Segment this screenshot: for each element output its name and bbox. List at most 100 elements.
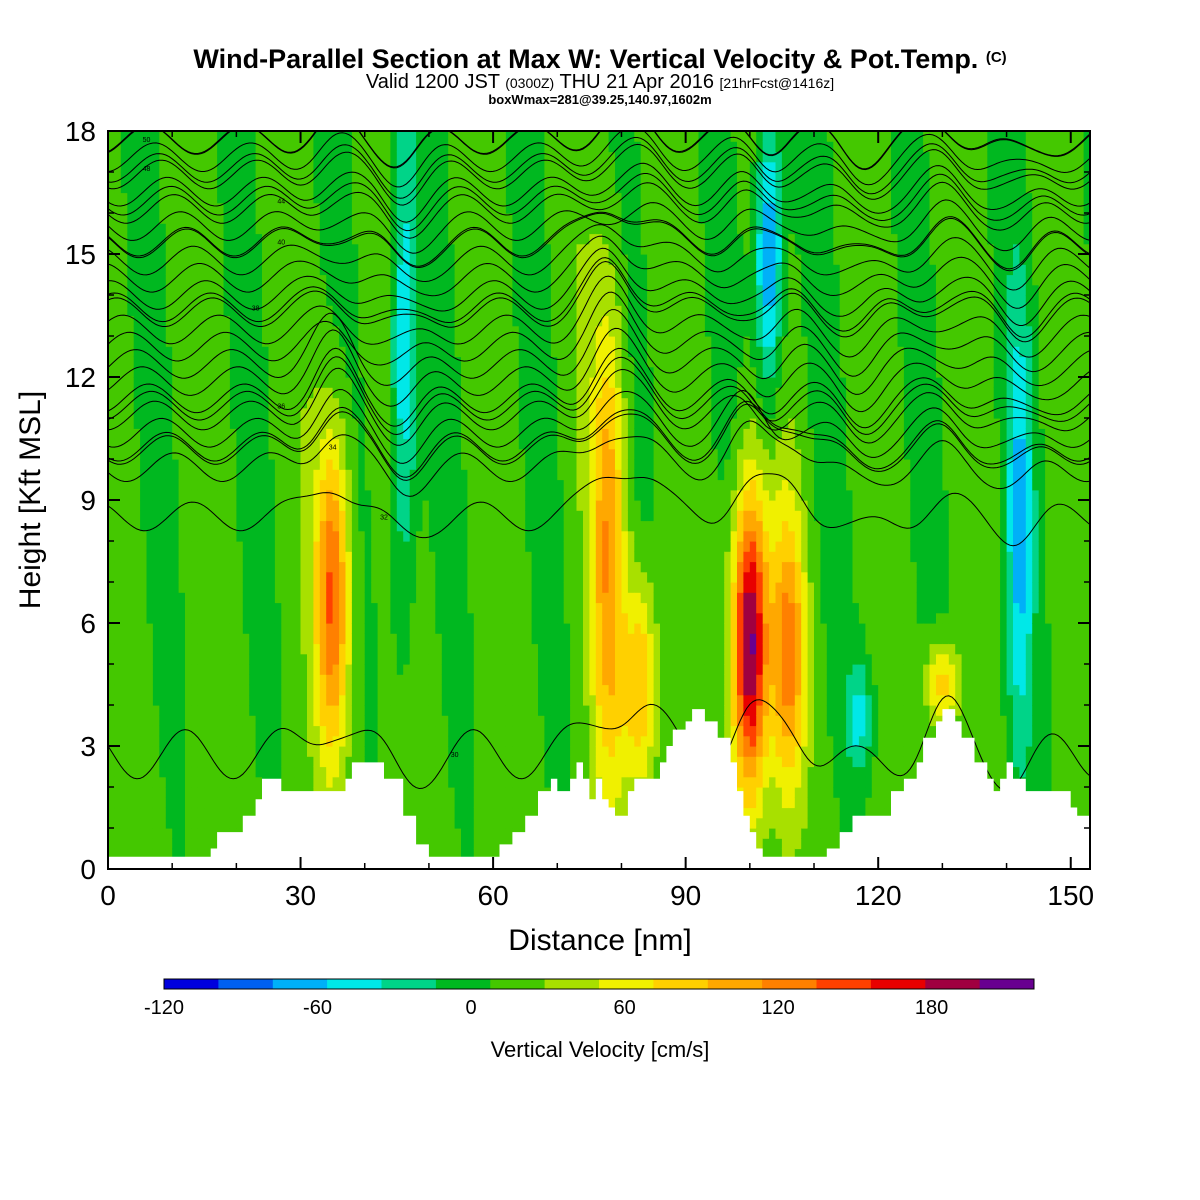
velocity-cell (544, 674, 551, 685)
velocity-cell (121, 305, 128, 316)
velocity-cell (429, 787, 436, 798)
velocity-cell (365, 449, 372, 460)
velocity-cell (480, 336, 487, 347)
velocity-cell (236, 633, 243, 644)
velocity-cell (153, 275, 160, 286)
velocity-cell (403, 500, 410, 511)
velocity-cell (423, 756, 430, 767)
velocity-cell (224, 623, 231, 634)
velocity-cell (224, 510, 231, 521)
velocity-cell (474, 244, 481, 255)
velocity-cell (134, 182, 141, 193)
velocity-cell (230, 459, 237, 470)
velocity-cell (307, 449, 314, 460)
velocity-cell (423, 562, 430, 573)
velocity-cell (288, 131, 295, 142)
velocity-cell (313, 510, 320, 521)
velocity-cell (538, 726, 545, 737)
velocity-cell (448, 449, 455, 460)
velocity-cell (166, 346, 173, 357)
velocity-cell (525, 408, 532, 419)
velocity-cell (339, 521, 346, 532)
velocity-cell (384, 674, 391, 685)
velocity-cell (487, 685, 494, 696)
velocity-cell (294, 521, 301, 532)
velocity-cell (397, 736, 404, 747)
velocity-cell (333, 756, 340, 767)
velocity-cell (211, 582, 218, 593)
velocity-cell (390, 131, 397, 142)
velocity-cell (191, 746, 198, 757)
velocity-cell (442, 767, 449, 778)
velocity-cell (140, 531, 147, 542)
velocity-cell (134, 746, 141, 757)
velocity-cell (512, 654, 519, 665)
velocity-cell (326, 705, 333, 716)
velocity-cell (403, 449, 410, 460)
velocity-cell (397, 510, 404, 521)
velocity-cell (185, 254, 192, 265)
velocity-cell (333, 377, 340, 388)
velocity-cell (474, 767, 481, 778)
velocity-cell (262, 603, 269, 614)
velocity-cell (429, 746, 436, 757)
velocity-cell (352, 510, 359, 521)
velocity-cell (474, 664, 481, 675)
velocity-cell (307, 346, 314, 357)
velocity-cell (147, 408, 154, 419)
velocity-cell (288, 623, 295, 634)
velocity-cell (538, 654, 545, 665)
velocity-cell (371, 326, 378, 337)
velocity-cell (352, 674, 359, 685)
velocity-cell (121, 808, 128, 819)
velocity-cell (461, 705, 468, 716)
velocity-cell (313, 459, 320, 470)
velocity-cell (346, 162, 353, 173)
velocity-cell (358, 490, 365, 501)
velocity-cell (448, 838, 455, 849)
velocity-cell (384, 521, 391, 532)
velocity-cell (525, 664, 532, 675)
velocity-cell (256, 521, 263, 532)
velocity-cell (435, 644, 442, 655)
velocity-cell (500, 808, 507, 819)
velocity-cell (288, 705, 295, 716)
velocity-cell (500, 756, 507, 767)
velocity-cell (166, 695, 173, 706)
velocity-cell (320, 295, 327, 306)
velocity-cell (204, 152, 211, 163)
velocity-cell (538, 664, 545, 675)
velocity-cell (172, 551, 179, 562)
velocity-cell (301, 131, 308, 142)
velocity-cell (172, 705, 179, 716)
velocity-cell (390, 326, 397, 337)
velocity-cell (114, 715, 121, 726)
velocity-cell (217, 377, 224, 388)
velocity-cell (127, 838, 134, 849)
velocity-cell (121, 828, 128, 839)
velocity-cell (512, 623, 519, 634)
velocity-cell (166, 603, 173, 614)
velocity-cell (384, 736, 391, 747)
velocity-cell (532, 736, 539, 747)
velocity-cell (480, 234, 487, 245)
velocity-cell (512, 726, 519, 737)
velocity-cell (320, 644, 327, 655)
velocity-cell (442, 572, 449, 583)
velocity-cell (346, 275, 353, 286)
velocity-cell (211, 551, 218, 562)
velocity-cell (307, 551, 314, 562)
velocity-cell (307, 377, 314, 388)
velocity-cell (506, 551, 513, 562)
velocity-cell (493, 797, 500, 808)
velocity-cell (147, 674, 154, 685)
velocity-cell (365, 736, 372, 747)
velocity-cell (416, 367, 423, 378)
velocity-cell (365, 459, 372, 470)
velocity-cell (140, 357, 147, 368)
velocity-cell (313, 223, 320, 234)
velocity-cell (487, 695, 494, 706)
velocity-cell (140, 828, 147, 839)
velocity-cell (224, 664, 231, 675)
velocity-cell (448, 715, 455, 726)
